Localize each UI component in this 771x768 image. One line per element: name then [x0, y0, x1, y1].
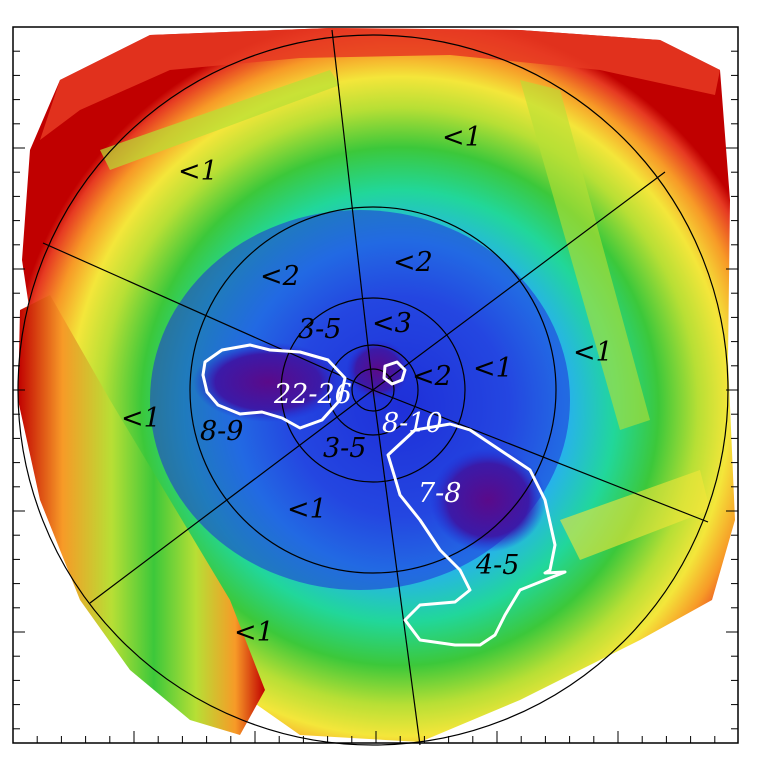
ring-4 [189, 206, 557, 574]
label-mid-e: <1 [473, 353, 513, 384]
sector-line-s [372, 389, 421, 746]
label-outer-n: <1 [442, 122, 482, 153]
label-outer-ene: <1 [573, 337, 613, 368]
frame-ticks [13, 50, 738, 743]
label-inner-n: <3 [372, 308, 412, 339]
contours [201, 343, 567, 647]
sector-line-se [372, 389, 709, 523]
label-outer-sw: <1 [234, 617, 274, 648]
label-mid-s: <1 [287, 494, 327, 525]
label-center-w: 22-26 [273, 379, 352, 410]
ring-3 [280, 297, 466, 483]
label-se-tail: 4-5 [475, 550, 519, 581]
label-inner-s: 3-5 [323, 433, 366, 464]
label-outer-nw: <1 [178, 156, 218, 187]
label-mid-n: <2 [393, 247, 433, 278]
sector-line-nw [42, 242, 374, 391]
west-knot-fill [193, 342, 343, 422]
west-strip [18, 295, 265, 735]
se-knot-fill [430, 448, 546, 552]
label-inner-nw: 3-5 [298, 314, 341, 345]
label-outer-w: <1 [121, 403, 161, 434]
ring-2 [327, 344, 419, 436]
north-rim [40, 28, 720, 140]
ring-1 [351, 368, 395, 412]
se-contour [386, 422, 567, 647]
west-contour [201, 343, 347, 430]
intensity-field [18, 28, 735, 742]
sector-line-sw [89, 389, 374, 604]
ne-stripe [520, 80, 650, 430]
center-contour [382, 360, 407, 386]
label-west-knot: 8-9 [200, 416, 243, 447]
sector-lines [42, 29, 709, 746]
label-inner-e: <2 [412, 361, 452, 392]
se-stripe [560, 470, 710, 560]
label-mid-nw: <2 [260, 261, 300, 292]
label-se-knot: 7-8 [418, 478, 461, 509]
nw-stripe [100, 70, 340, 170]
region-labels: <1 <1 <1 <1 <1 <1 <1 <2 <2 <3 <2 3-5 3-5… [121, 122, 613, 648]
sector-line-ne [372, 171, 666, 391]
sector-line-n [331, 29, 374, 391]
label-center-se: 8-10 [382, 408, 443, 439]
